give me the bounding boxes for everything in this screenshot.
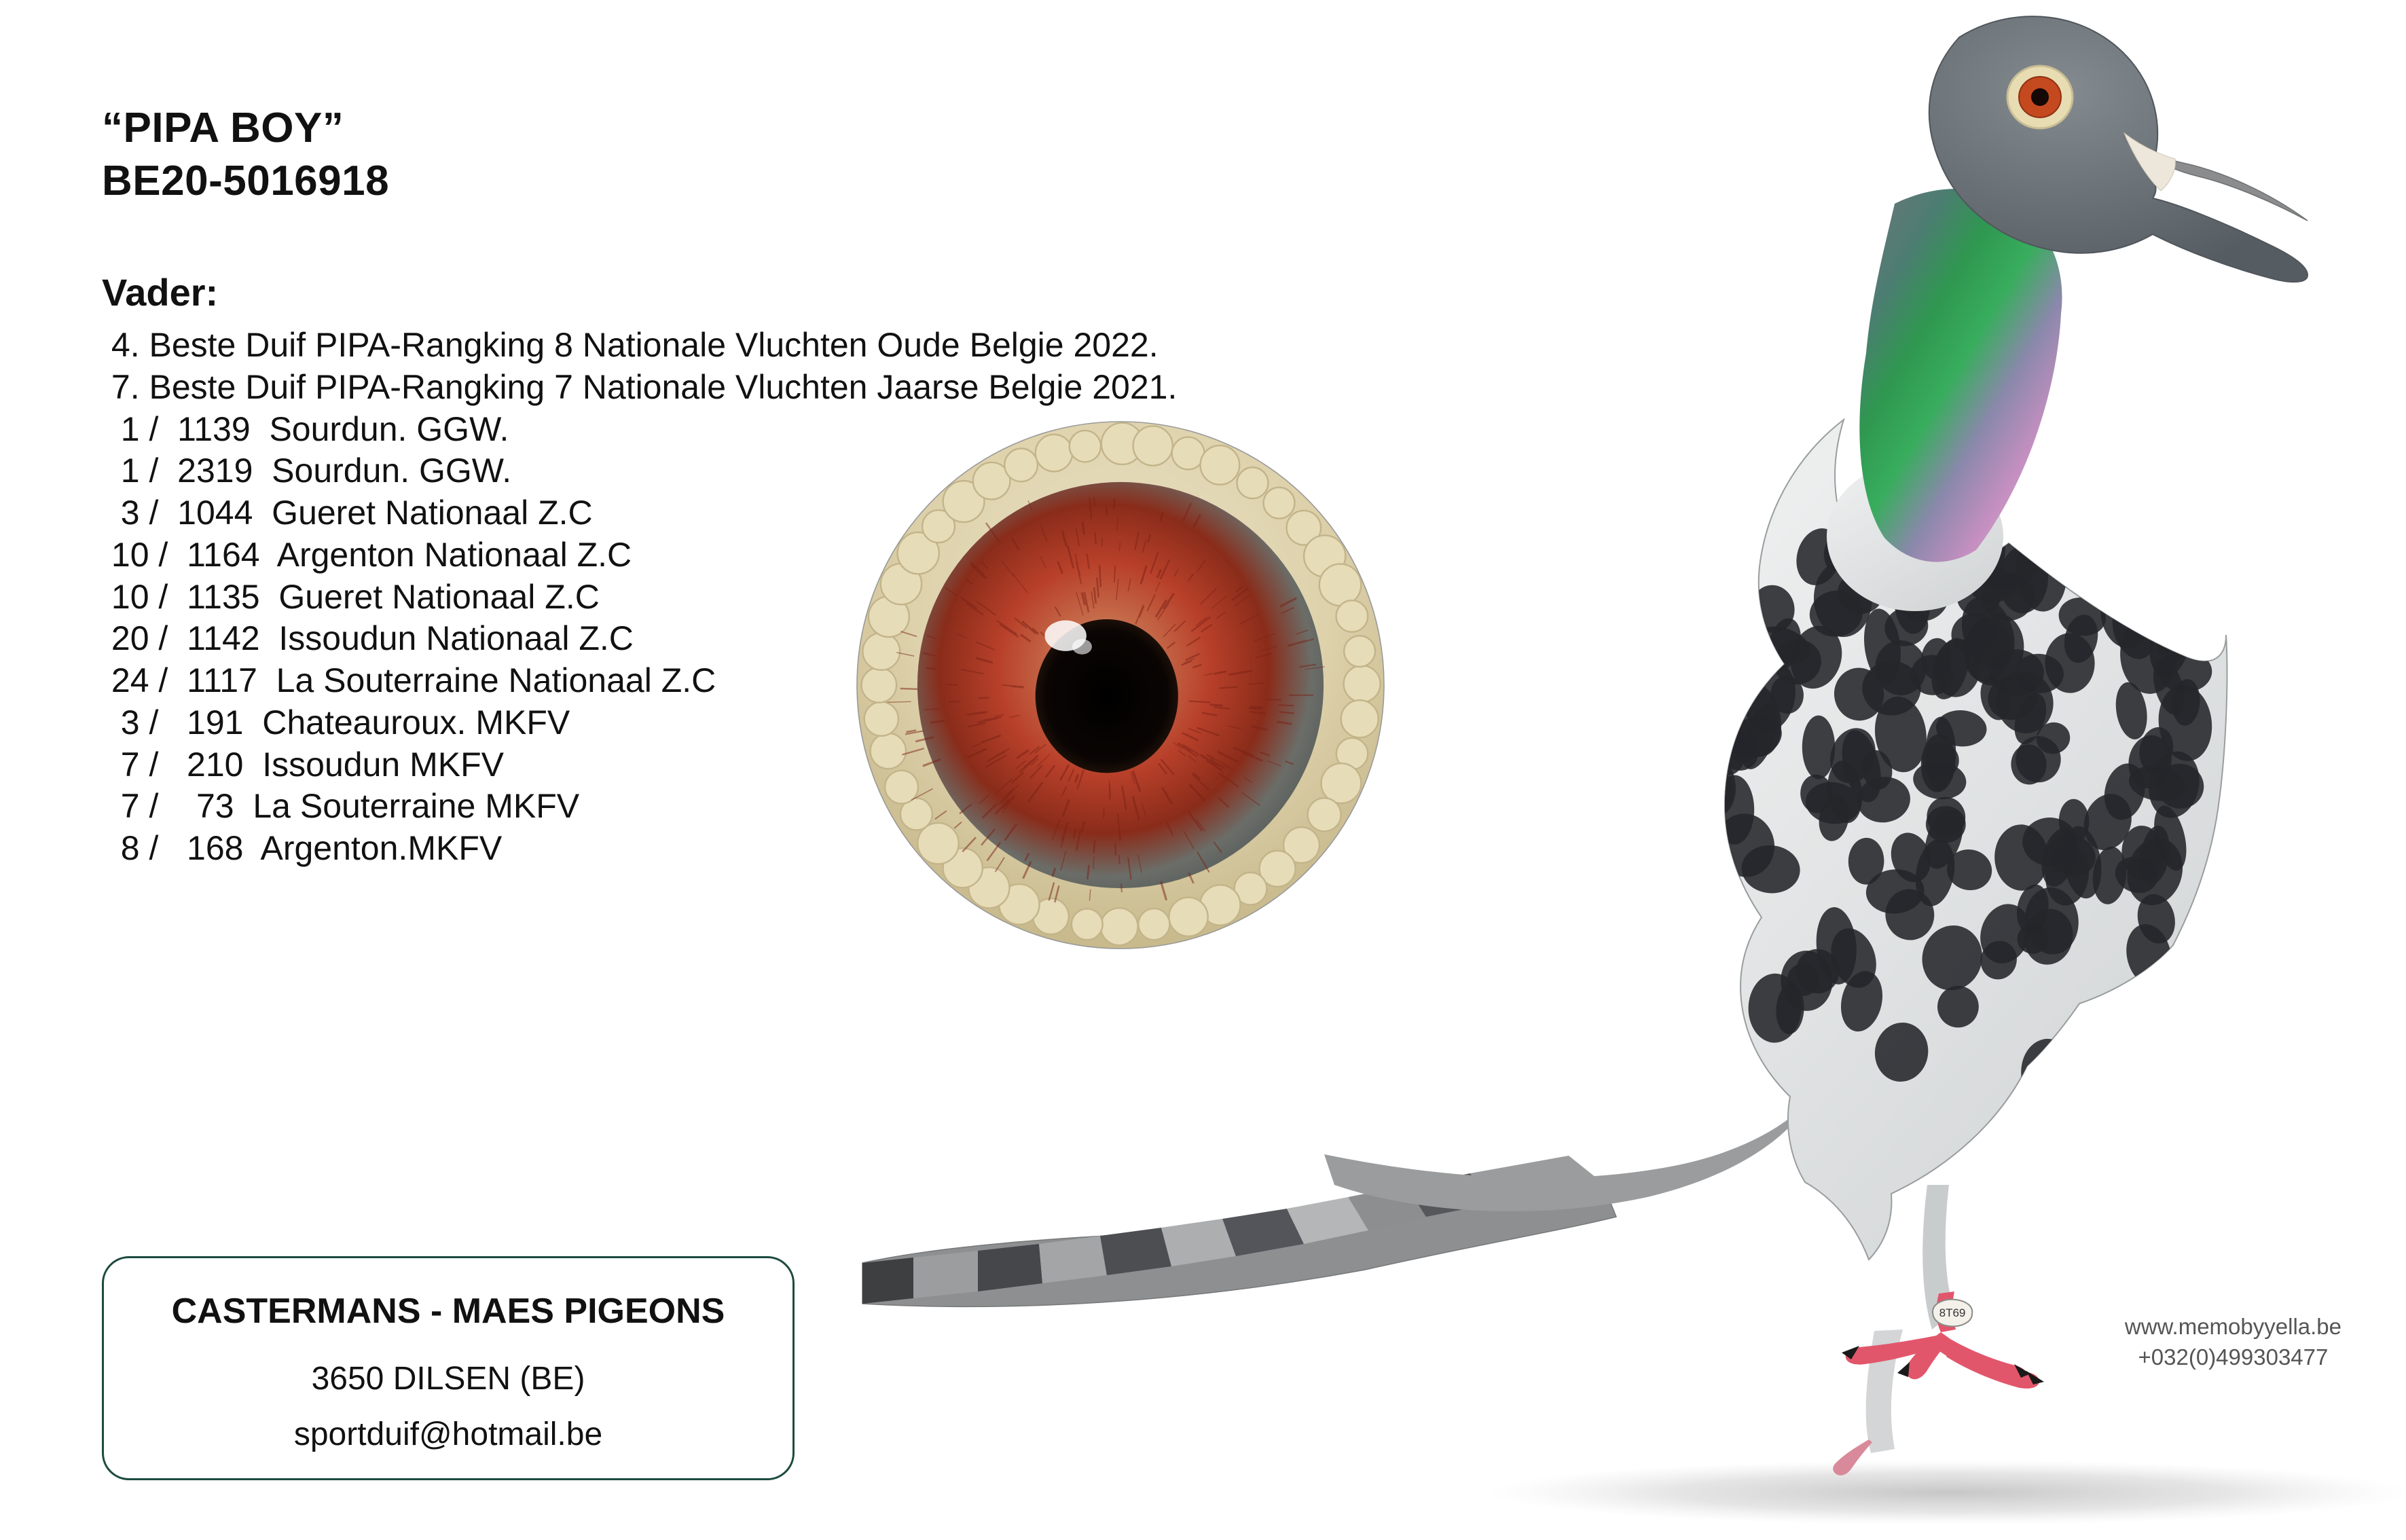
svg-text:8T69: 8T69 [1939, 1306, 1966, 1319]
